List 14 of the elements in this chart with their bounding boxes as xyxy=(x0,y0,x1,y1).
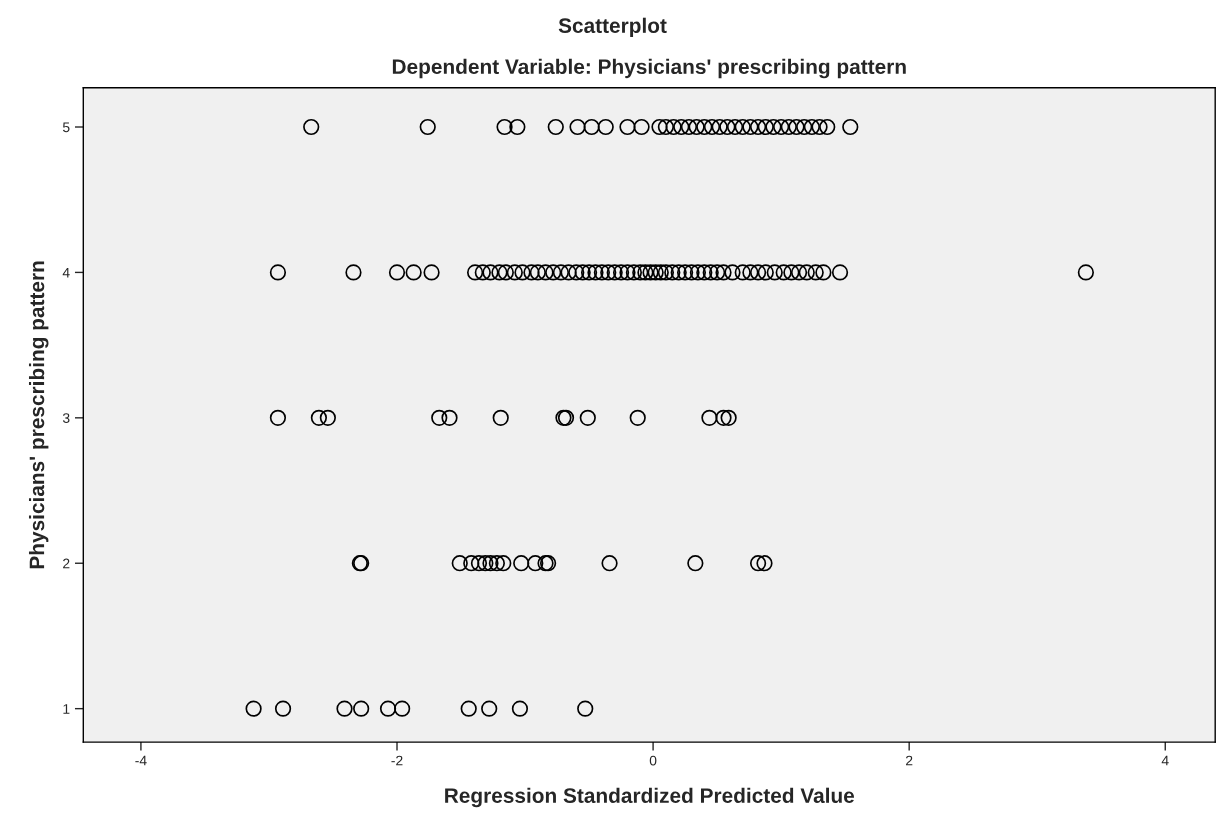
x-tick-label: -2 xyxy=(391,755,403,766)
chart-title: Scatterplot xyxy=(558,17,667,38)
y-tick-label: 4 xyxy=(62,267,70,278)
y-tick-label: 3 xyxy=(62,413,70,423)
y-tick-label: 2 xyxy=(63,558,70,569)
x-axis-title: Regression Standardized Predicted Value xyxy=(445,787,855,808)
x-tick-label: -4 xyxy=(135,755,147,766)
x-tick-label: 0 xyxy=(649,755,657,766)
chart-subtitle: Dependent Variable: Physicians' prescribing pattern xyxy=(392,58,906,79)
x-tick-label: 4 xyxy=(1161,755,1169,766)
x-tick-label: 2 xyxy=(906,755,913,766)
y-tick-label: 5 xyxy=(62,122,70,133)
y-axis-title: Physicians' prescribing pattern xyxy=(28,261,49,569)
y-tick-label: 1 xyxy=(63,704,70,714)
